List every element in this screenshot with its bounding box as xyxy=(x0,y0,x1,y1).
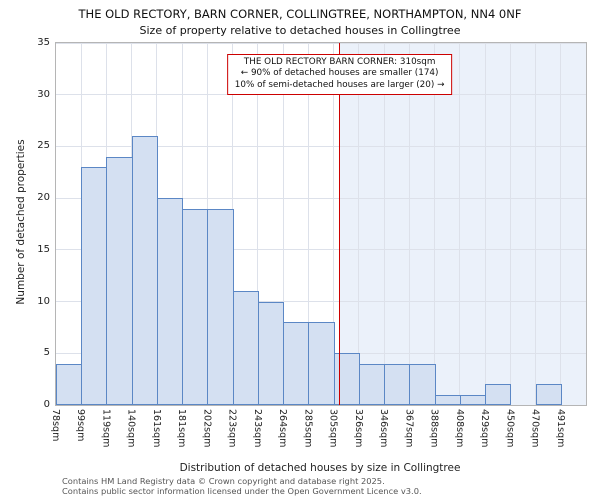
plot-area: THE OLD RECTORY BARN CORNER: 310sqm ← 90… xyxy=(37,37,587,447)
bar xyxy=(485,384,512,405)
bar xyxy=(308,322,335,405)
y-tick-label: 20 xyxy=(37,192,50,204)
y-tick-label: 15 xyxy=(37,243,50,255)
bar xyxy=(535,384,562,405)
v-gridline xyxy=(383,43,385,405)
bar xyxy=(283,322,310,405)
v-gridline xyxy=(434,43,436,405)
bar xyxy=(358,363,386,405)
x-tick-label: 388sqm xyxy=(428,409,440,448)
x-tick-label: 119sqm xyxy=(100,409,112,448)
annotation-box: THE OLD RECTORY BARN CORNER: 310sqm ← 90… xyxy=(226,54,453,96)
bar xyxy=(257,301,285,405)
x-tick-label: 305sqm xyxy=(327,409,339,448)
x-tick-label: 202sqm xyxy=(201,409,213,448)
v-gridline xyxy=(560,43,562,405)
x-tick-label: 346sqm xyxy=(378,409,390,448)
x-axis-label: Distribution of detached houses by size … xyxy=(179,462,461,474)
h-gridline xyxy=(56,249,586,251)
bar xyxy=(232,291,259,405)
y-tick-label: 30 xyxy=(37,88,50,100)
page-title: THE OLD RECTORY, BARN CORNER, COLLINGTRE… xyxy=(78,7,522,21)
x-tick-label: 78sqm xyxy=(50,409,61,442)
v-gridline xyxy=(282,43,284,405)
v-gridline xyxy=(358,43,360,405)
x-tick-label: 450sqm xyxy=(504,409,516,448)
x-tick-label: 408sqm xyxy=(453,409,465,448)
x-tick-label: 161sqm xyxy=(150,409,162,448)
bar xyxy=(81,167,108,405)
bar xyxy=(156,198,184,405)
bar xyxy=(459,394,487,405)
x-tick-label: 243sqm xyxy=(251,409,263,448)
v-gridline xyxy=(535,43,537,405)
x-tick-label: 429sqm xyxy=(479,409,491,448)
bar xyxy=(106,156,133,405)
v-gridline xyxy=(257,43,259,405)
bar xyxy=(384,363,411,405)
bar xyxy=(182,208,209,405)
y-axis-label: Number of detached properties xyxy=(15,139,27,305)
v-gridline xyxy=(333,43,335,405)
x-tick-label: 470sqm xyxy=(529,409,541,448)
bar xyxy=(434,394,461,405)
x-tick-label: 99sqm xyxy=(75,409,87,442)
bar xyxy=(207,208,234,405)
x-tick-label: 181sqm xyxy=(176,409,188,448)
h-gridline xyxy=(56,197,586,199)
bar xyxy=(333,353,360,405)
h-gridline xyxy=(56,42,586,44)
bar xyxy=(409,363,436,405)
x-tick-label: 140sqm xyxy=(125,409,137,448)
y-tick-label: 5 xyxy=(43,347,50,359)
x-tick-label: 264sqm xyxy=(277,409,289,448)
property-size-marker-line xyxy=(338,43,341,405)
h-gridline xyxy=(56,301,586,303)
annotation-line-1: THE OLD RECTORY BARN CORNER: 310sqm xyxy=(243,57,436,67)
x-tick-label: 223sqm xyxy=(226,409,238,448)
v-gridline xyxy=(484,43,486,405)
y-tick-label: 25 xyxy=(37,140,50,152)
shade-region-larger xyxy=(339,43,586,405)
x-tick-label: 326sqm xyxy=(352,409,364,448)
bar xyxy=(131,136,158,405)
attribution-line-2: Contains public sector information licen… xyxy=(62,486,422,497)
page-subtitle: Size of property relative to detached ho… xyxy=(139,24,461,37)
attribution-line-1: Contains HM Land Registry data © Crown c… xyxy=(62,476,385,486)
v-gridline xyxy=(307,43,309,405)
v-gridline xyxy=(459,43,461,405)
y-tick-label: 0 xyxy=(43,399,50,410)
x-tick-label: 285sqm xyxy=(302,409,314,448)
x-tick-label: 491sqm xyxy=(554,409,566,448)
h-gridline xyxy=(56,145,586,147)
bar xyxy=(56,363,83,405)
attribution-footer: Contains HM Land Registry data © Crown c… xyxy=(62,476,422,497)
v-gridline xyxy=(509,43,511,405)
x-tick-label: 367sqm xyxy=(403,409,415,448)
y-tick-label: 35 xyxy=(37,37,50,48)
y-tick-label: 10 xyxy=(37,295,50,307)
annotation-line-3: 10% of semi-detached houses are larger (… xyxy=(234,79,445,90)
v-gridline xyxy=(408,43,410,405)
annotation-line-2: ← 90% of detached houses are smaller (17… xyxy=(240,68,439,79)
